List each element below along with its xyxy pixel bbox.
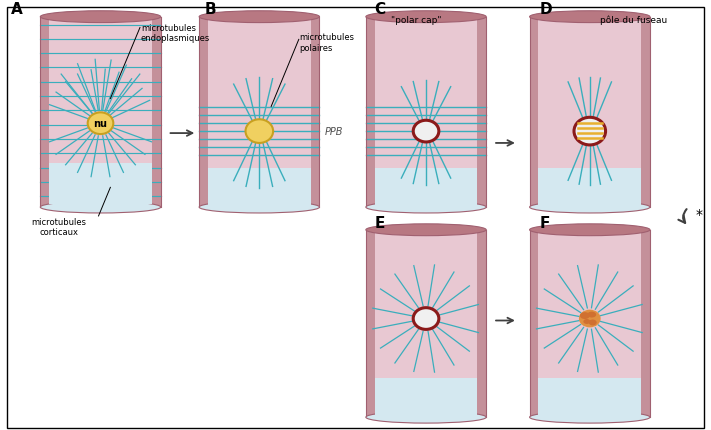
Ellipse shape (366, 12, 486, 24)
Bar (41, 18, 49, 208)
Bar (375, 230, 477, 417)
Ellipse shape (580, 312, 590, 319)
Ellipse shape (530, 412, 650, 423)
Bar (199, 18, 319, 208)
Bar (49, 18, 151, 208)
Ellipse shape (366, 202, 486, 213)
Text: nu: nu (94, 119, 107, 129)
Ellipse shape (199, 202, 319, 213)
Bar (199, 18, 208, 208)
Ellipse shape (87, 113, 113, 135)
Bar (366, 230, 375, 417)
Bar (375, 18, 477, 208)
Bar (538, 168, 641, 206)
Text: "polar cap": "polar cap" (391, 15, 442, 25)
Ellipse shape (413, 121, 439, 143)
Bar (208, 168, 311, 206)
Ellipse shape (41, 12, 161, 24)
Ellipse shape (199, 12, 319, 24)
Ellipse shape (589, 320, 597, 326)
Ellipse shape (413, 308, 439, 330)
Text: PPB: PPB (324, 127, 343, 137)
Ellipse shape (583, 319, 590, 324)
Text: pôle du fuseau: pôle du fuseau (599, 15, 667, 25)
Bar (366, 230, 486, 417)
Ellipse shape (245, 120, 273, 144)
Ellipse shape (366, 224, 486, 236)
Text: E: E (375, 215, 385, 230)
Ellipse shape (579, 310, 601, 328)
Bar (477, 18, 486, 208)
Bar (538, 378, 641, 415)
Bar (530, 18, 650, 208)
Ellipse shape (530, 12, 650, 24)
Bar (366, 18, 375, 208)
Bar (366, 18, 486, 208)
Bar (530, 230, 538, 417)
Text: B: B (205, 2, 217, 17)
Text: D: D (540, 2, 552, 17)
Bar (311, 18, 319, 208)
Bar (375, 168, 477, 206)
Text: microtubules
polaires: microtubules polaires (299, 34, 354, 53)
Bar (41, 18, 161, 208)
Text: F: F (540, 215, 550, 230)
Text: A: A (11, 2, 23, 17)
Bar (538, 230, 641, 417)
Text: microtubules
corticaux: microtubules corticaux (31, 218, 87, 237)
Ellipse shape (41, 202, 161, 213)
Ellipse shape (530, 202, 650, 213)
FancyArrowPatch shape (678, 210, 687, 223)
Ellipse shape (530, 224, 650, 236)
Bar (530, 230, 650, 417)
Bar (208, 18, 311, 208)
Bar (375, 378, 477, 415)
Bar (49, 163, 151, 205)
Bar (641, 230, 650, 417)
Ellipse shape (587, 312, 597, 318)
Bar (538, 18, 641, 208)
Text: microtubules
endoplasmiques: microtubules endoplasmiques (141, 24, 210, 43)
Ellipse shape (366, 412, 486, 423)
Bar (641, 18, 650, 208)
Ellipse shape (574, 118, 606, 146)
Bar (151, 18, 161, 208)
Bar (477, 230, 486, 417)
Text: *: * (695, 207, 702, 221)
Bar (530, 18, 538, 208)
Text: C: C (375, 2, 386, 17)
